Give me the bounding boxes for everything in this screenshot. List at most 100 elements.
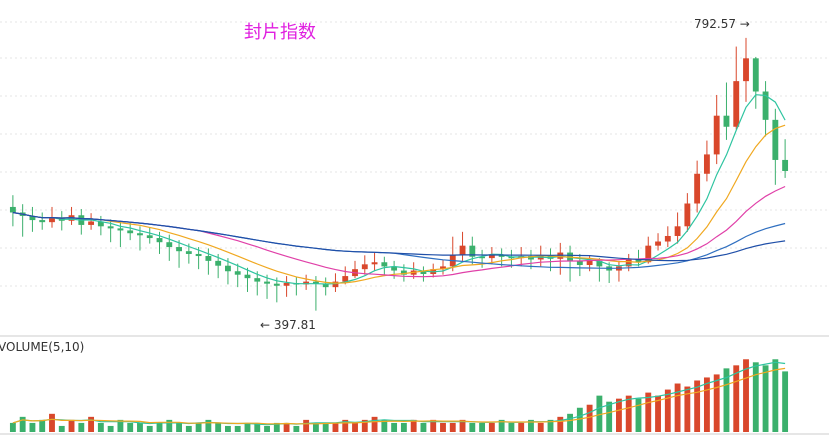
candle-body (420, 270, 427, 275)
candle-body (664, 235, 671, 242)
candle-body (342, 276, 349, 282)
volume-bar (410, 419, 417, 432)
candle-body (303, 281, 310, 285)
candle-body (674, 226, 681, 236)
volume-bar (606, 401, 613, 432)
candle-body (39, 220, 46, 223)
volume-bar (166, 419, 173, 432)
candle-body (273, 283, 280, 286)
candle-body (684, 203, 691, 227)
volume-bar (88, 416, 95, 432)
volume-bar (703, 377, 710, 432)
volume-bar (664, 389, 671, 432)
candle-body (772, 119, 779, 160)
volume-bar (303, 419, 310, 432)
volume-bar (449, 422, 456, 432)
candle-body (244, 274, 251, 279)
volume-bar (127, 422, 134, 432)
volume-bar (528, 419, 534, 432)
high-annotation: 792.57 → (694, 17, 750, 31)
candle-body (762, 91, 769, 120)
volume-bar (645, 392, 652, 432)
volume-bar (225, 425, 231, 432)
volume-bar (312, 422, 319, 432)
candle-body (195, 253, 202, 257)
volume-bar (440, 422, 446, 432)
candle-body (254, 278, 261, 282)
candle-body (371, 262, 378, 265)
ma60-line (12, 211, 786, 262)
candle-body (234, 271, 241, 275)
volume-bar (39, 419, 46, 432)
candle-body (185, 251, 192, 254)
volume-bar (694, 380, 701, 432)
volume-bar (537, 422, 544, 432)
volume-bar (655, 395, 661, 432)
volume-bar (58, 425, 65, 432)
volume-bar (195, 422, 202, 432)
candle-body (713, 115, 720, 155)
candle-body (391, 266, 398, 271)
volume-bar (420, 422, 427, 432)
candle-body (479, 256, 486, 259)
candle-body (440, 266, 446, 270)
volume-bar (215, 422, 222, 432)
volume-bar (625, 395, 632, 432)
volume-bar (342, 419, 349, 432)
candle-body (694, 173, 701, 204)
volume-bar (361, 419, 368, 432)
volume-label: VOLUME(5,10) (0, 340, 85, 354)
volume-bar (117, 419, 124, 432)
candle-body (322, 283, 329, 288)
volume-bar (723, 368, 730, 432)
volume-bar (567, 413, 573, 432)
volume-bar (352, 422, 358, 432)
volume-bar (9, 422, 16, 432)
candle-body (655, 241, 661, 246)
volume-bar (381, 419, 388, 432)
volume-bar (146, 425, 153, 432)
candle-body (176, 247, 182, 252)
volume-bar (176, 422, 182, 432)
volume-bar (273, 422, 280, 432)
candle-body (586, 260, 593, 266)
volume-bar (547, 419, 554, 432)
candle-body (127, 230, 134, 234)
volume-bar (49, 413, 55, 432)
volume-bar (733, 365, 740, 432)
volume-bar (782, 371, 789, 432)
volume-bar (762, 365, 769, 432)
volume-bar (596, 395, 603, 432)
volume-ma10-line (12, 367, 786, 425)
candle-body (723, 115, 730, 127)
volume-bar (68, 419, 75, 432)
low-annotation: ← 397.81 (260, 318, 316, 332)
volume-bar (293, 425, 300, 432)
volume-bar (156, 422, 163, 432)
volume-bar (635, 398, 642, 432)
volume-bar (97, 422, 104, 432)
volume-bar (557, 416, 564, 432)
ma10-line (12, 124, 786, 284)
candle-body (9, 206, 16, 213)
chart-title: 封片指数 (244, 22, 316, 43)
volume-bar (586, 404, 593, 432)
candle-body (146, 235, 153, 239)
volume-bar (29, 422, 36, 432)
candle-body (528, 256, 534, 260)
volume-bar (78, 422, 85, 432)
candle-body (117, 228, 124, 231)
candle-body (625, 259, 632, 267)
volume-bar (508, 422, 515, 432)
candle-body (488, 255, 495, 259)
candle-body (312, 281, 319, 284)
volume-bar (322, 422, 329, 432)
volume-ma5-line (12, 361, 786, 426)
candle-body (88, 221, 95, 225)
volume-bar (713, 374, 720, 432)
candle-body (459, 245, 466, 256)
volume-bar (674, 383, 681, 432)
volume-bar (479, 422, 486, 432)
candle-body (498, 255, 505, 257)
